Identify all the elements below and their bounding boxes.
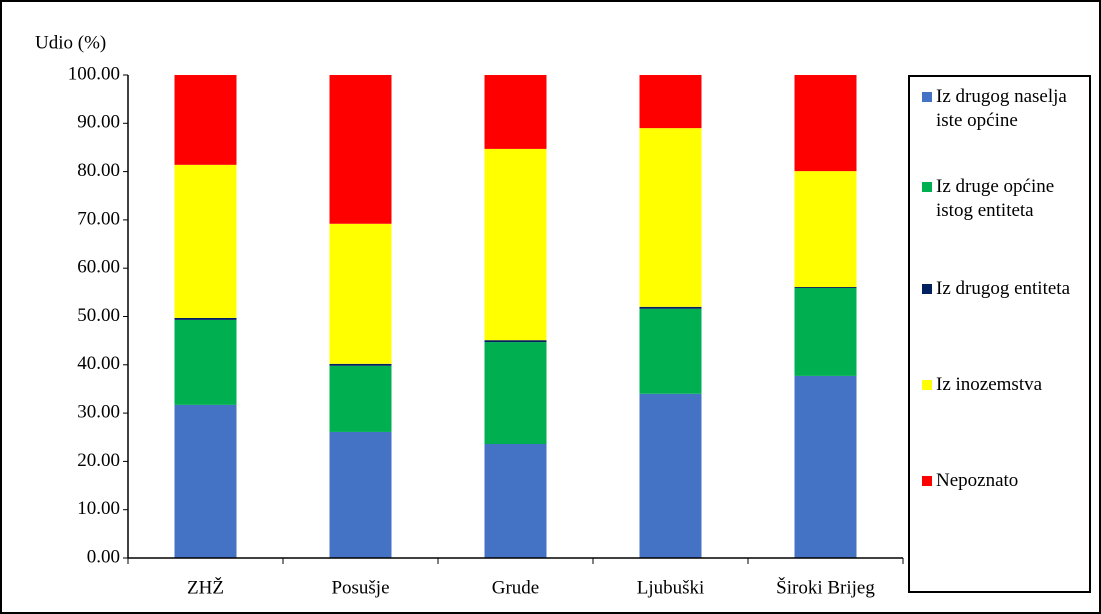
bar-segment xyxy=(639,393,702,558)
bar-segment xyxy=(639,306,702,309)
bar-segment xyxy=(329,431,392,558)
y-tick-label: 50.00 xyxy=(77,305,120,326)
bar-segment xyxy=(639,128,702,307)
bar-segment xyxy=(484,75,547,149)
bar-segment xyxy=(639,75,702,129)
y-tick-label: 40.00 xyxy=(77,353,120,374)
bar-segment xyxy=(639,308,702,394)
legend-entry: Nepoznato xyxy=(922,469,1087,493)
legend-label: Iz drugog entiteta xyxy=(936,278,1071,299)
legend-swatch xyxy=(922,284,932,294)
legend: Iz drugog naselja iste općine Iz druge op… xyxy=(908,75,1091,593)
legend-swatch xyxy=(922,476,932,486)
bar-segment xyxy=(174,317,237,320)
legend-entry: Iz drugog naselja iste općine xyxy=(922,85,1087,133)
legend-swatch xyxy=(922,380,932,390)
bar-segment xyxy=(484,444,547,558)
x-tick-label: Grude xyxy=(492,577,539,598)
bar-segment xyxy=(174,404,237,558)
bar-segment xyxy=(794,287,857,289)
bar-segment xyxy=(484,340,547,343)
y-tick-label: 0.00 xyxy=(87,546,120,567)
x-tick-label: Široki Brijeg xyxy=(776,576,875,598)
bar-segment xyxy=(174,319,237,405)
bar-segment xyxy=(329,365,392,432)
y-tick-label: 10.00 xyxy=(77,498,120,519)
y-tick-label: 60.00 xyxy=(77,257,120,278)
bar-segment xyxy=(484,148,547,341)
bar-segment xyxy=(174,75,237,165)
legend-entry: Iz inozemstva xyxy=(922,373,1087,397)
y-tick-label: 100.00 xyxy=(68,63,120,84)
bar-segment xyxy=(794,75,857,172)
x-tick-label: ZHŽ xyxy=(187,576,224,598)
y-tick-label: 80.00 xyxy=(77,160,120,181)
bar-segment xyxy=(329,363,392,366)
bar-segment xyxy=(329,223,392,364)
legend-entry: Iz druge općine istog entiteta xyxy=(922,175,1087,223)
bar-segment xyxy=(794,375,857,558)
y-axis-title: Udio (%) xyxy=(35,32,106,53)
legend-swatch xyxy=(922,182,932,192)
legend-swatch xyxy=(922,92,932,102)
y-tick-label: 20.00 xyxy=(77,450,120,471)
bar-segment xyxy=(484,342,547,445)
bar-segment xyxy=(174,164,237,318)
legend-label: Nepoznato xyxy=(936,470,1019,491)
legend-label: Iz druge općine istog entiteta xyxy=(936,176,1055,221)
bar-segment xyxy=(794,288,857,376)
y-tick-label: 30.00 xyxy=(77,401,120,422)
x-tick-label: Posušje xyxy=(331,577,389,598)
bar-segment xyxy=(794,171,857,288)
legend-label: Iz inozemstva xyxy=(936,374,1043,395)
y-tick-label: 70.00 xyxy=(77,208,120,229)
legend-entry: Iz drugog entiteta xyxy=(922,277,1087,301)
x-tick-label: Ljubuški xyxy=(637,577,705,598)
y-tick-label: 90.00 xyxy=(77,112,120,133)
legend-label: Iz drugog naselja iste općine xyxy=(936,86,1067,131)
bar-segment xyxy=(329,75,392,224)
